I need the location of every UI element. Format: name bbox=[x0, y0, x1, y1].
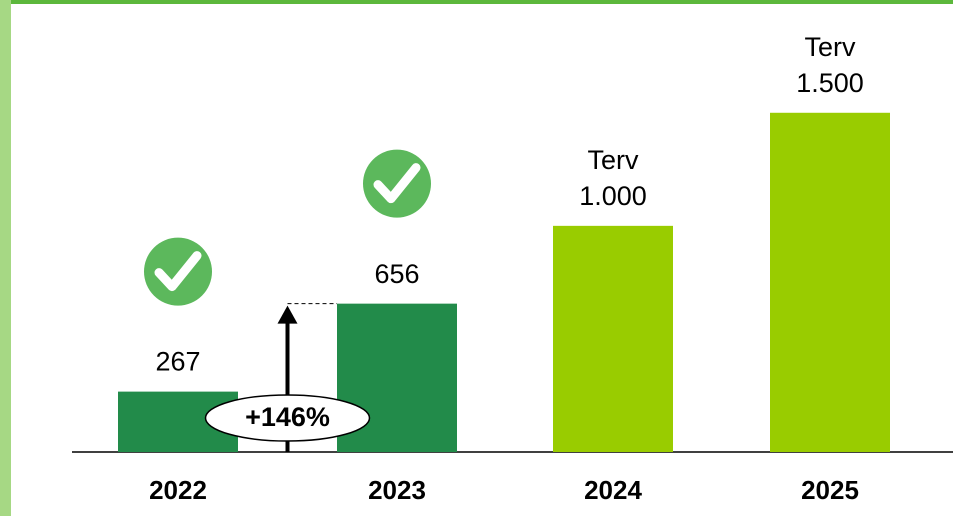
x-tick-label: 2022 bbox=[149, 475, 207, 505]
value-label: 267 bbox=[155, 347, 200, 377]
growth-badge bbox=[204, 394, 371, 442]
value-label: 1.000 bbox=[579, 181, 647, 211]
check-mark bbox=[373, 163, 421, 204]
check-icon bbox=[144, 237, 212, 306]
x-tick-label: 2024 bbox=[584, 475, 642, 505]
value-label: 656 bbox=[374, 259, 419, 289]
growth-arrow-head bbox=[277, 305, 298, 324]
bar bbox=[553, 225, 673, 452]
left-border bbox=[0, 0, 11, 516]
top-border bbox=[0, 0, 953, 4]
x-tick-label: 2023 bbox=[368, 475, 426, 505]
value-label: 1.500 bbox=[796, 68, 864, 98]
check-mark bbox=[154, 251, 202, 292]
plan-label: Terv bbox=[587, 145, 639, 175]
x-tick-label: 2025 bbox=[801, 475, 859, 505]
check-icon bbox=[363, 149, 431, 218]
growth-label: +146% bbox=[245, 402, 330, 432]
plan-label: Terv bbox=[804, 32, 856, 62]
bar bbox=[770, 112, 890, 453]
